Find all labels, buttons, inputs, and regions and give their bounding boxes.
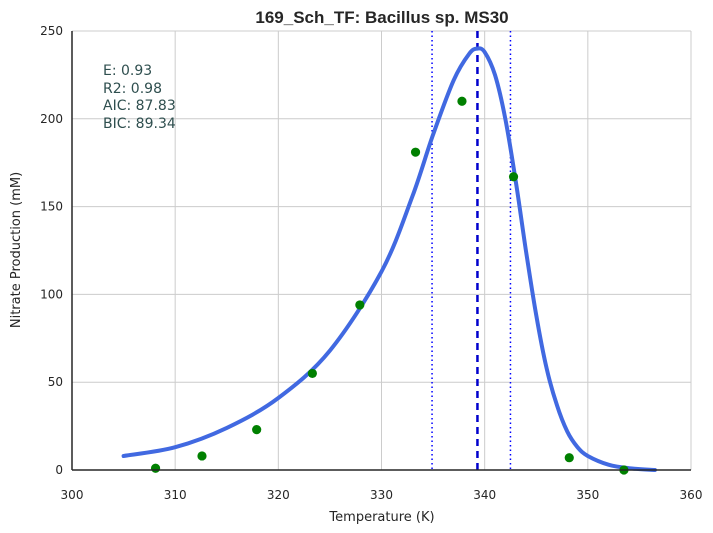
stat-aic: AIC: 87.83 [103,98,176,114]
chart-title: 169_Sch_TF: Bacillus sp. MS30 [255,8,508,27]
grid [72,30,692,470]
data-point [150,463,161,473]
tick-labels: 300 310 320 330 340 350 360 0 50 100 150 200 250 [40,24,702,502]
reference-lines [431,31,512,470]
y-tick-label: 250 [40,24,63,38]
x-tick-label: 320 [267,488,290,502]
y-tick-label: 200 [40,112,63,126]
data-point [410,147,421,157]
x-tick-label: 330 [370,488,393,502]
x-tick-label: 310 [164,488,187,502]
data-point [457,96,467,106]
axes [71,31,691,471]
stat-bic: BIC: 89.34 [103,116,176,132]
data-point [252,425,262,435]
data-points [150,96,629,475]
y-tick-label: 50 [48,375,63,389]
x-tick-label: 300 [61,488,84,502]
x-tick-label: 350 [576,488,599,502]
stats-box: E: 0.93 R2: 0.98 AIC: 87.83 BIC: 89.34 [103,63,176,132]
y-tick-label: 150 [40,200,63,214]
data-point [508,172,519,182]
x-axis-label: Temperature (K) [328,510,434,525]
y-tick-label: 0 [55,463,63,477]
fit-curve-layer [121,46,657,472]
data-point [355,300,365,310]
y-axis-label: Nitrate Production (mM) [9,172,24,328]
stat-e: E: 0.93 [103,63,152,79]
data-point [197,451,207,461]
x-tick-label: 360 [680,488,703,502]
data-point [564,453,574,463]
x-tick-label: 340 [473,488,496,502]
y-tick-label: 100 [40,287,63,301]
stat-r2: R2: 0.98 [103,81,162,97]
fit-curve [121,46,657,472]
data-point [307,368,317,379]
